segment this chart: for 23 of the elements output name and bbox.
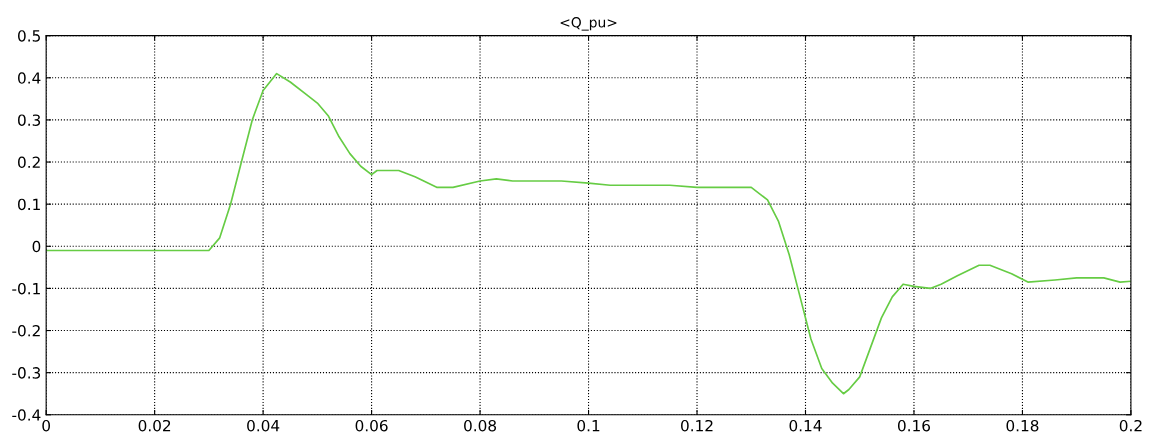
x-tick-label: 0.12 (681, 419, 713, 432)
y-tick-label: 0 (32, 240, 41, 253)
chart-title: <Q_pu> (560, 17, 617, 31)
x-tick-label: 0.1 (577, 419, 600, 432)
y-tick-label: -0.4 (12, 409, 41, 421)
x-tick-label: 0.2 (1119, 419, 1142, 432)
x-tick-label: 0.02 (138, 419, 171, 432)
y-tick-label: 0.3 (18, 114, 41, 126)
y-tick-label: -0.3 (12, 367, 41, 379)
x-tick-label: 0.06 (355, 419, 388, 432)
line-series (46, 72, 1131, 395)
y-tick-label: -0.2 (12, 325, 40, 337)
y-tick-label: 0.4 (18, 72, 41, 84)
x-tick-label: 0.08 (464, 419, 497, 432)
x-tick-label: 0.18 (1006, 419, 1039, 432)
x-tick-label: 0.14 (789, 419, 822, 432)
y-tick-label: 0.1 (18, 198, 40, 211)
x-tick-label: 0.16 (897, 419, 931, 432)
x-tick-label: 0.04 (247, 419, 280, 432)
y-tick-label: 0.2 (18, 156, 40, 169)
y-tick-label: -0.1 (12, 282, 40, 295)
x-tick-label: 0 (42, 419, 51, 432)
y-tick-label: 0.5 (18, 30, 40, 42)
